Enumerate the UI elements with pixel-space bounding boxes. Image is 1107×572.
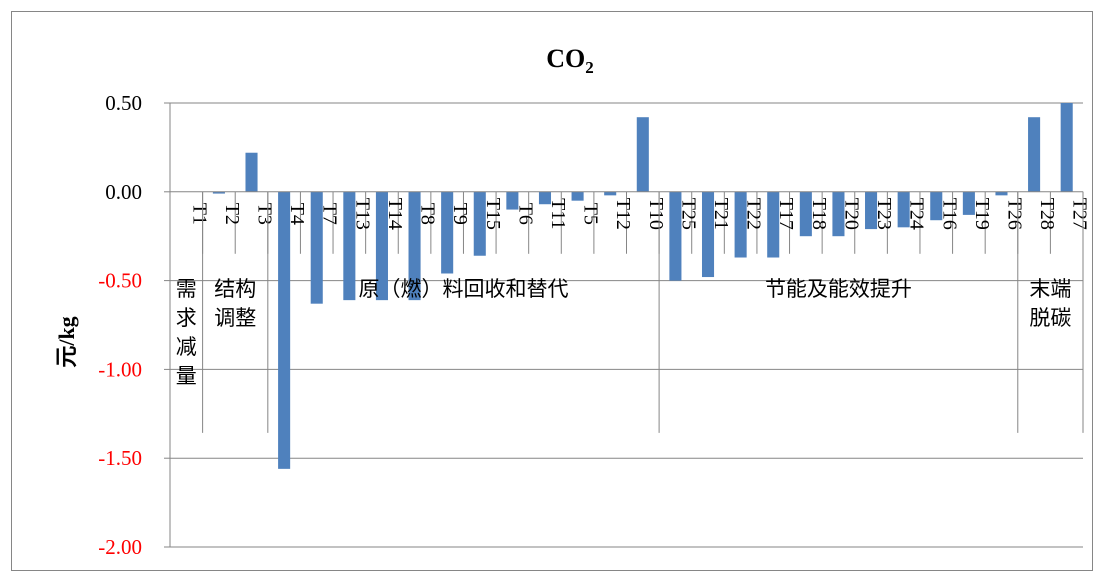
bar-T21 [701, 191, 715, 278]
y-tick-label: 0.50 [105, 91, 142, 115]
y-tick-label: -1.50 [98, 446, 142, 470]
group-label-line: 脱碳 [1029, 306, 1071, 330]
y-tick-label: -1.00 [98, 357, 142, 381]
y-tick-label: -0.50 [98, 269, 142, 293]
bar-T22 [734, 191, 747, 258]
x-tick-label-T24: T24 [906, 198, 928, 230]
bar-T13 [343, 191, 356, 301]
bar-T6 [506, 191, 519, 210]
x-tick-label-T19: T19 [971, 198, 993, 230]
bar-T5 [571, 191, 584, 201]
bar-T15 [473, 191, 486, 256]
x-tick-label-T9: T9 [449, 203, 471, 225]
bar-T16 [930, 191, 943, 221]
x-tick-label-T4: T4 [286, 203, 308, 225]
bar-T12 [604, 191, 617, 196]
x-tick-label-T13: T13 [351, 198, 373, 230]
x-tick-label-T12: T12 [612, 198, 634, 230]
group-label-line: 末端 [1029, 277, 1071, 301]
bar-T8 [408, 191, 421, 301]
bar-T26 [995, 191, 1008, 196]
x-tick-label-T8: T8 [417, 203, 439, 225]
bar-T14 [375, 191, 388, 301]
x-tick-label-T21: T21 [710, 198, 732, 230]
bar-T18 [799, 191, 812, 237]
x-tick-label-T2: T2 [221, 203, 243, 225]
x-tick-label-T26: T26 [1003, 198, 1025, 230]
x-tick-label-T20: T20 [840, 198, 862, 230]
group-label-line: 求 [176, 306, 197, 330]
bar-T4 [278, 191, 291, 469]
x-tick-label-T11: T11 [547, 198, 569, 229]
bar-T7 [310, 191, 323, 304]
x-tick-label-T17: T17 [775, 198, 797, 230]
bar-T17 [767, 191, 780, 258]
bar-T3 [245, 152, 258, 192]
bar-T24 [897, 191, 910, 228]
chart-title: CO2 [546, 44, 594, 77]
x-tick-label-T18: T18 [808, 198, 830, 230]
group-label-line: 需 [176, 277, 197, 301]
group-label-line: 减 [176, 335, 197, 359]
chart-frame: CO2 元/kg 0.50 0.00 -0.50 -1.00 -1.50 -2.00 T1… [11, 11, 1093, 571]
bar-T20 [832, 191, 845, 237]
bar-T23 [865, 191, 878, 230]
bar-T19 [962, 191, 975, 215]
bar-T28 [1028, 117, 1041, 192]
x-tick-label-T6: T6 [514, 203, 536, 225]
group-label-line: 结构 [214, 277, 256, 301]
x-tick-label-T10: T10 [645, 198, 667, 230]
x-tick-label-T22: T22 [743, 198, 765, 230]
y-axis-label: 元/kg [54, 316, 79, 367]
group-label-line: 节能及能效提升 [765, 277, 912, 301]
x-tick-label-T1: T1 [188, 203, 210, 225]
y-tick-label: -2.00 [98, 535, 142, 559]
bar-T25 [669, 191, 682, 281]
bar-T27 [1060, 103, 1073, 192]
bar-T9 [441, 191, 454, 274]
chart-title-subscript: 2 [585, 58, 594, 77]
bar-T2 [212, 191, 225, 194]
group-label-line: 量 [176, 364, 197, 388]
y-tick-label: 0.00 [105, 180, 142, 204]
x-tick-label-T25: T25 [677, 198, 699, 230]
x-tick-label-T3: T3 [254, 203, 276, 225]
x-tick-label-T15: T15 [482, 198, 504, 230]
x-tick-label-T7: T7 [319, 203, 341, 225]
x-tick-label-T23: T23 [873, 198, 895, 230]
x-tick-label-T16: T16 [938, 198, 960, 230]
group-label-line: 原（燃）料回收和替代 [358, 277, 568, 301]
group-label-line: 调整 [214, 306, 256, 330]
chart-title-main: CO [546, 44, 585, 73]
x-tick-label-T28: T28 [1036, 198, 1058, 230]
bar-T10 [636, 117, 649, 192]
x-tick-label-T14: T14 [384, 198, 406, 230]
co2-bar-chart: CO2 元/kg 0.50 0.00 -0.50 -1.00 -1.50 -2.00 T1… [54, 44, 1091, 559]
bar-T11 [538, 191, 552, 205]
x-tick-label-T27: T27 [1069, 198, 1091, 230]
x-tick-label-T5: T5 [580, 203, 602, 225]
